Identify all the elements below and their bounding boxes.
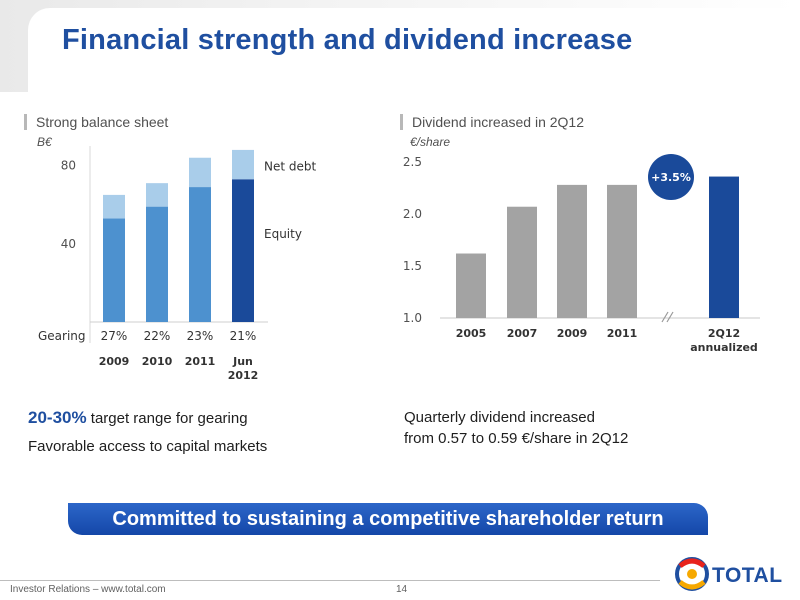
- commitment-banner: Committed to sustaining a competitive sh…: [68, 503, 708, 535]
- right-ytick-label: 2.0: [403, 207, 422, 221]
- equity-bar: [146, 206, 168, 322]
- left-ytick-label: 40: [61, 237, 76, 251]
- right-ytick-label: 2.5: [403, 155, 422, 169]
- total-logo-wordmark: TOTAL: [712, 564, 783, 587]
- dividend-bar: [507, 206, 537, 318]
- left-category-label: 2010: [142, 355, 173, 368]
- left-ytick-label: 80: [61, 159, 76, 173]
- right-ytick-label: 1.5: [403, 259, 422, 273]
- left-text-line2: Favorable access to capital markets: [28, 438, 268, 455]
- total-logo-emblem: [675, 557, 709, 591]
- page-title: Financial strength and dividend increase: [62, 24, 633, 56]
- dividend-bar: [456, 253, 486, 318]
- net-debt-bar: [189, 157, 211, 188]
- right-category-label: 2005: [456, 327, 487, 340]
- equity-bar: [232, 179, 254, 322]
- left-category-label: 2009: [99, 355, 130, 368]
- gearing-target-text: target range for gearing: [86, 410, 248, 427]
- gearing-value: 21%: [230, 329, 257, 343]
- page-number: 14: [396, 584, 408, 595]
- footer-rule: [0, 580, 660, 581]
- net-debt-bar: [232, 149, 254, 180]
- equity-bar: [189, 187, 211, 322]
- growth-badge: +3.5%: [648, 154, 694, 200]
- right-unit-label: €/share: [410, 135, 451, 149]
- right-section-label: Dividend increased in 2Q12: [400, 114, 584, 130]
- gearing-value: 22%: [144, 329, 171, 343]
- legend-equity: Equity: [264, 227, 302, 241]
- right-text-line2: from 0.57 to 0.59 €/share in 2Q12: [404, 430, 629, 447]
- left-category-label: 2012: [228, 369, 259, 382]
- right-ytick-label: 1.0: [403, 311, 422, 325]
- dividend-bar: [607, 184, 637, 318]
- equity-bar: [103, 218, 125, 322]
- growth-badge-circle: [648, 154, 694, 200]
- growth-badge-label: +3.5%: [651, 171, 691, 184]
- total-logo: TOTAL: [672, 552, 792, 596]
- left-unit-label: B€: [37, 135, 52, 149]
- net-debt-bar: [103, 194, 125, 219]
- gearing-value: 27%: [101, 329, 128, 343]
- gearing-value: 23%: [187, 329, 214, 343]
- left-category-label: 2011: [185, 355, 216, 368]
- right-category-label: 2007: [507, 327, 538, 340]
- gearing-target-value: 20-30%: [28, 408, 87, 427]
- right-text-line1: Quarterly dividend increased: [404, 409, 595, 426]
- right-category-label: 2011: [607, 327, 638, 340]
- axis-break-marker: [661, 311, 674, 323]
- dividend-bar: [709, 176, 739, 318]
- left-text-line1: 20-30% target range for gearing: [28, 407, 248, 429]
- legend-net-debt: Net debt: [264, 160, 316, 174]
- net-debt-bar: [146, 183, 168, 207]
- gearing-row-label: Gearing: [38, 329, 86, 343]
- header-card: [28, 8, 800, 92]
- left-section-label: Strong balance sheet: [24, 114, 168, 130]
- right-category-label: annualized: [690, 341, 758, 354]
- dividend-bar: [557, 184, 587, 318]
- footer-credit: Investor Relations – www.total.com: [10, 584, 166, 595]
- left-category-label: Jun: [232, 355, 253, 368]
- right-category-label: 2Q12: [708, 327, 740, 340]
- right-category-label: 2009: [557, 327, 588, 340]
